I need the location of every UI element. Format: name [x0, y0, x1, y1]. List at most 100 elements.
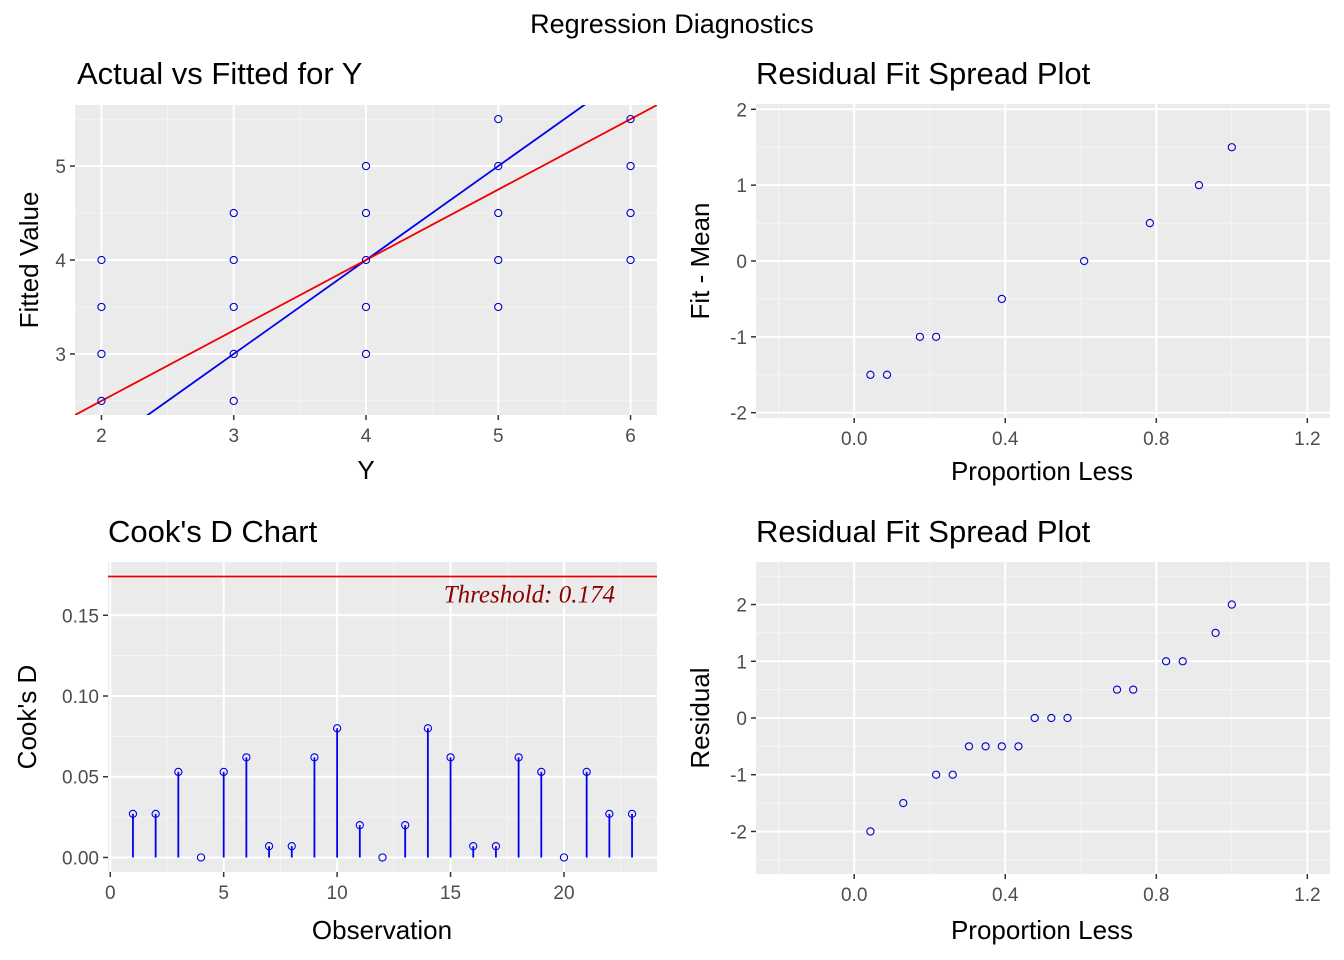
- x-tick-label: 2: [96, 426, 107, 447]
- data-point: [626, 208, 635, 218]
- cooks-d-point: [355, 821, 364, 830]
- cooks-d-point: [627, 809, 637, 819]
- figure-title: Regression Diagnostics: [530, 9, 814, 39]
- data-point: [1129, 685, 1138, 694]
- y-tick-label: 0: [736, 709, 747, 730]
- data-point: [626, 255, 635, 265]
- y-axis-label: Fit - Mean: [685, 202, 715, 319]
- data-point: [97, 302, 106, 312]
- data-point: [494, 208, 503, 218]
- y-tick-label: 5: [55, 157, 66, 178]
- x-tick-label: 0.4: [992, 885, 1019, 906]
- cooks-d-point: [196, 853, 206, 862]
- x-tick-label: 0.0: [841, 429, 867, 450]
- cooks-d-point: [605, 809, 614, 819]
- y-tick-label: 4: [55, 251, 66, 272]
- x-tick-label: 0: [105, 883, 116, 904]
- cooks-d-point: [446, 753, 455, 762]
- y-tick-label: 3: [55, 345, 66, 366]
- data-point: [948, 770, 957, 779]
- cooks-d-point: [151, 809, 160, 819]
- cooks-d-point: [310, 753, 319, 762]
- x-tick-label: 0.8: [1143, 429, 1169, 450]
- y-tick-label: 0: [736, 252, 747, 273]
- data-point: [361, 255, 371, 265]
- y-tick-label: 0.10: [62, 687, 99, 708]
- data-point: [1161, 657, 1171, 666]
- cooks-d-point: [128, 809, 138, 819]
- data-point: [494, 114, 503, 124]
- x-axis-label: Proportion Less: [951, 915, 1133, 945]
- data-point: [997, 294, 1006, 304]
- data-point: [229, 349, 238, 359]
- plot-marks: [866, 600, 1236, 836]
- x-tick-label: 0.0: [841, 885, 867, 906]
- data-point: [494, 255, 503, 265]
- panel-residual-spread: 0.0 0.4 0.8 1.2 -2 -1 0 1 2 Residual Fit Spread P…: [685, 514, 1330, 945]
- y-tick-label: -1: [730, 328, 747, 349]
- data-point: [997, 742, 1006, 751]
- data-point: [964, 742, 974, 751]
- cooks-d-point: [287, 842, 296, 851]
- data-point: [866, 370, 875, 379]
- data-point: [229, 208, 238, 218]
- cooks-d-point: [491, 842, 501, 851]
- plot-marks: [866, 143, 1236, 379]
- data-point: [361, 208, 371, 218]
- data-point: [1112, 685, 1122, 694]
- data-point: [1178, 657, 1187, 666]
- data-point: [981, 742, 990, 751]
- data-point: [931, 770, 941, 779]
- data-point: [1194, 181, 1204, 190]
- y-tick-label: 0.00: [62, 848, 99, 869]
- cooks-d-point: [332, 724, 342, 733]
- cooks-d-point: [537, 767, 546, 777]
- data-point: [1047, 713, 1056, 723]
- panel-title: Residual Fit Spread Plot: [756, 514, 1091, 549]
- data-point: [1030, 713, 1039, 723]
- plot-marks: [75, 105, 657, 415]
- y-tick-label: 1: [736, 176, 747, 197]
- data-point: [97, 396, 106, 406]
- data-point: [1080, 256, 1089, 266]
- data-point: [229, 255, 238, 265]
- x-tick-label: 6: [625, 426, 636, 447]
- data-point: [915, 332, 925, 341]
- cooks-d-point: [423, 724, 433, 733]
- cooks-d-point: [219, 767, 228, 777]
- plot-panel-background: [108, 562, 657, 872]
- cooks-d-point: [514, 753, 523, 762]
- plot-marks: [108, 575, 657, 862]
- y-tick-label: -1: [730, 766, 747, 787]
- cooks-d-point: [582, 767, 591, 777]
- y-tick-label: 0.05: [62, 768, 99, 789]
- data-point: [882, 370, 892, 379]
- data-point: [97, 349, 106, 359]
- cooks-d-point: [264, 842, 274, 851]
- x-tick-label: 10: [327, 883, 348, 904]
- y-axis-label: Fitted Value: [14, 192, 44, 329]
- data-point: [1145, 218, 1155, 228]
- panel-title: Actual vs Fitted for Y: [77, 56, 362, 91]
- x-axis-label: Proportion Less: [951, 456, 1133, 486]
- fit-line: [75, 105, 657, 415]
- panel-title: Residual Fit Spread Plot: [756, 56, 1091, 91]
- data-point: [931, 332, 941, 341]
- y-tick-label: 0.15: [62, 606, 99, 627]
- data-point: [626, 114, 635, 124]
- cooks-d-point: [242, 753, 251, 762]
- data-point: [361, 302, 371, 312]
- y-tick-label: -2: [730, 822, 747, 843]
- y-axis-label: Cook's D: [12, 665, 42, 770]
- data-point: [229, 302, 238, 312]
- y-tick-label: 2: [736, 596, 747, 617]
- data-point: [899, 798, 908, 808]
- panel-cooks-d: 0 5 10 15 20 0.00 0.05 0.10 0.15 Cook's D Chart Ob…: [12, 514, 657, 945]
- cooks-d-point: [559, 853, 569, 862]
- x-tick-label: 1.2: [1294, 429, 1320, 450]
- x-axis-label: Observation: [312, 915, 452, 945]
- cooks-d-point: [401, 821, 410, 830]
- panel-fit-spread: 0.0 0.4 0.8 1.2 -2 -1 0 1 2 Residual Fit Spread P…: [685, 56, 1330, 486]
- x-axis-label: Y: [357, 455, 374, 485]
